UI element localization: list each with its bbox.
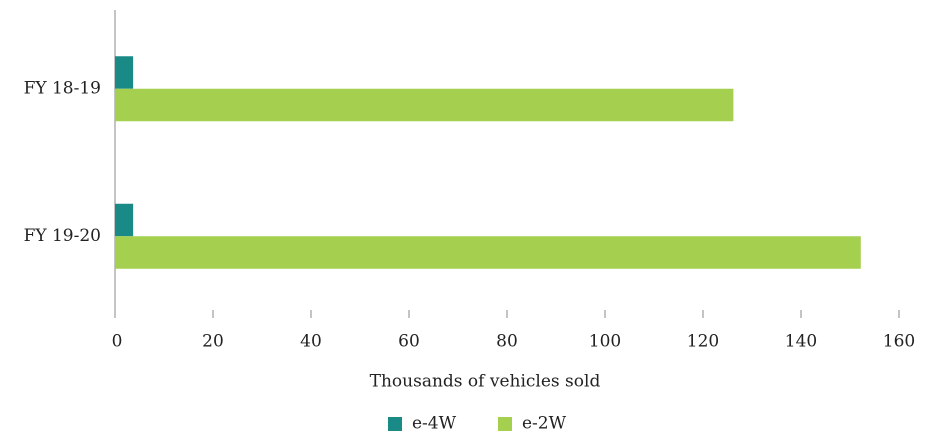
bar	[115, 203, 134, 237]
x-tick-label: 120	[687, 332, 719, 352]
x-tick-label: 140	[785, 332, 817, 352]
y-tick-label: FY 18-19	[24, 78, 101, 98]
x-tick-label: 0	[112, 332, 123, 352]
legend-swatch	[498, 417, 512, 431]
x-tick-label: 20	[202, 332, 224, 352]
x-tick-label: 100	[589, 332, 621, 352]
x-tick-label: 60	[398, 332, 420, 352]
y-tick-label: FY 19-20	[24, 226, 101, 246]
legend-label: e-4W	[412, 414, 457, 434]
bar	[115, 56, 134, 89]
bar	[115, 88, 734, 122]
legend-swatch	[388, 417, 402, 431]
x-tick-label: 40	[300, 332, 322, 352]
bar	[115, 236, 861, 269]
x-axis-title: Thousands of vehicles sold	[370, 372, 601, 392]
x-tick-label: 160	[883, 332, 915, 352]
x-tick-label: 80	[496, 332, 518, 352]
legend-label: e-2W	[522, 414, 567, 434]
